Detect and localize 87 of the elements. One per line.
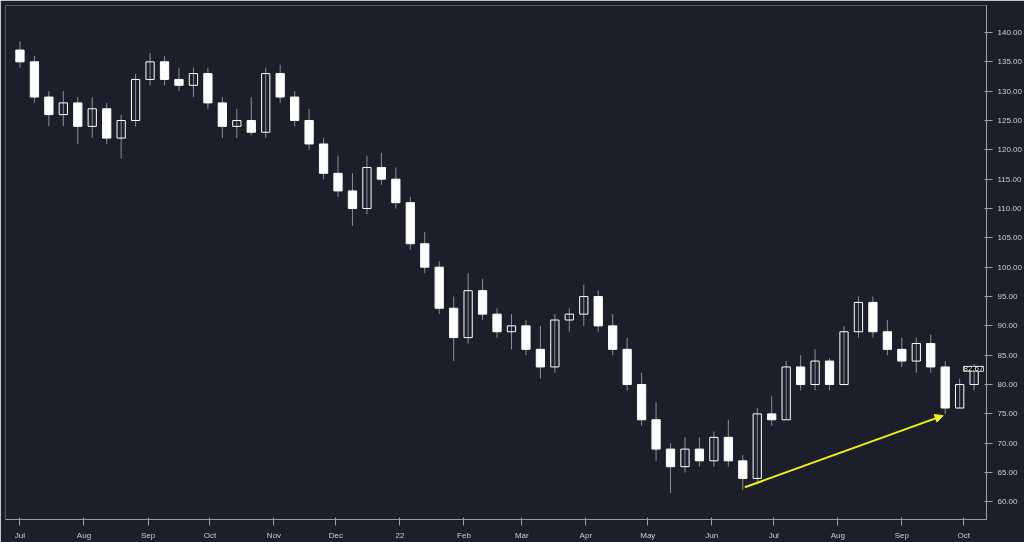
x-tick-label: May	[640, 530, 656, 540]
y-tick-label: 105.00	[997, 233, 1023, 243]
candlestick	[839, 325, 849, 386]
candlestick	[767, 395, 777, 427]
x-tick-label: Sep	[894, 530, 910, 540]
candlestick	[738, 454, 748, 491]
candlestick	[723, 419, 733, 468]
y-tick-label: 115.00	[997, 174, 1022, 184]
candlestick	[897, 337, 907, 368]
x-tick-label: Nov	[266, 530, 282, 540]
y-tick-label: 125.00	[997, 116, 1023, 125]
candlestick	[116, 114, 126, 160]
candlestick	[188, 67, 199, 98]
candlestick	[290, 90, 300, 127]
candlestick	[709, 430, 719, 468]
candlestick	[752, 407, 762, 485]
candlestick	[15, 40, 25, 69]
candlestick	[781, 360, 791, 421]
y-tick-label: 110.00	[997, 204, 1022, 214]
y-tick-label: 65.00	[997, 468, 1019, 478]
candlestick	[463, 272, 473, 344]
x-tick-label: Jul	[14, 530, 26, 540]
candlestick	[477, 278, 488, 321]
candlestick	[680, 436, 690, 474]
candlestick	[58, 90, 68, 127]
candlestick	[550, 313, 560, 374]
candlestick	[665, 442, 676, 494]
candlestick	[304, 108, 314, 151]
candlestick	[694, 436, 705, 468]
candlestick	[275, 64, 285, 104]
candlestick	[521, 319, 531, 356]
x-tick-label: Mar	[514, 530, 530, 540]
candlestick	[145, 52, 155, 86]
annotation: 82.67	[963, 364, 985, 374]
y-tick-label: 75.00	[997, 409, 1019, 419]
candlestick	[882, 319, 892, 356]
candlestick	[506, 313, 517, 350]
y-tick-label: 140.00	[997, 27, 1023, 37]
candlestick	[420, 231, 430, 274]
candlestick	[217, 96, 227, 139]
x-tick-label: Sep	[140, 530, 156, 540]
x-tick-label: Jun	[705, 530, 719, 540]
candlestick	[130, 73, 141, 127]
candlestick	[376, 152, 387, 186]
x-tick-label: Apr	[579, 530, 593, 540]
y-tick-label: 80.00	[997, 380, 1019, 390]
candlestick	[810, 348, 820, 391]
x-tick-label: Feb	[457, 530, 472, 540]
x-tick-label: Dec	[328, 530, 344, 540]
candlestick	[246, 96, 256, 136]
candlestick	[564, 307, 574, 333]
candlestick	[391, 166, 401, 210]
candlestick	[492, 307, 502, 339]
candlestick	[87, 96, 97, 139]
candlestick	[608, 313, 618, 356]
candlestick	[824, 357, 835, 391]
candlestick	[955, 378, 965, 409]
y-tick-label: 60.00	[997, 497, 1019, 507]
x-tick-label: Aug	[830, 530, 845, 540]
candlestick	[911, 337, 921, 374]
candlestick	[44, 90, 54, 127]
candlestick	[232, 108, 242, 139]
candlestick	[926, 334, 936, 374]
y-tick-label: 120.00	[997, 145, 1023, 155]
candlestick	[159, 55, 170, 86]
x-tick-label: Aug	[76, 530, 92, 540]
candlestick	[362, 155, 372, 215]
x-tick-label: Oct	[957, 530, 971, 540]
candlestick	[347, 172, 358, 227]
candlestick	[174, 67, 184, 92]
candlestick	[579, 284, 589, 327]
y-tick-label: 130.00	[997, 86, 1023, 96]
candlestick	[535, 325, 546, 380]
y-tick-label: 100.00	[997, 262, 1023, 272]
y-tick-label: 90.00	[997, 321, 1019, 331]
y-tick-label: 85.00	[997, 350, 1019, 360]
y-tick-label: 70.00	[997, 438, 1019, 448]
y-tick-label: 95.00	[997, 292, 1019, 302]
candlestick	[333, 155, 343, 198]
candlestick	[261, 67, 271, 139]
y-tick-label: 135.00	[997, 57, 1023, 67]
x-tick-label: 22	[395, 530, 405, 540]
candlestick	[796, 354, 806, 391]
candlestick	[853, 296, 864, 339]
candlestick	[73, 96, 83, 145]
x-tick-label: Oct	[203, 530, 217, 540]
x-tick-label: Jul	[768, 530, 780, 540]
